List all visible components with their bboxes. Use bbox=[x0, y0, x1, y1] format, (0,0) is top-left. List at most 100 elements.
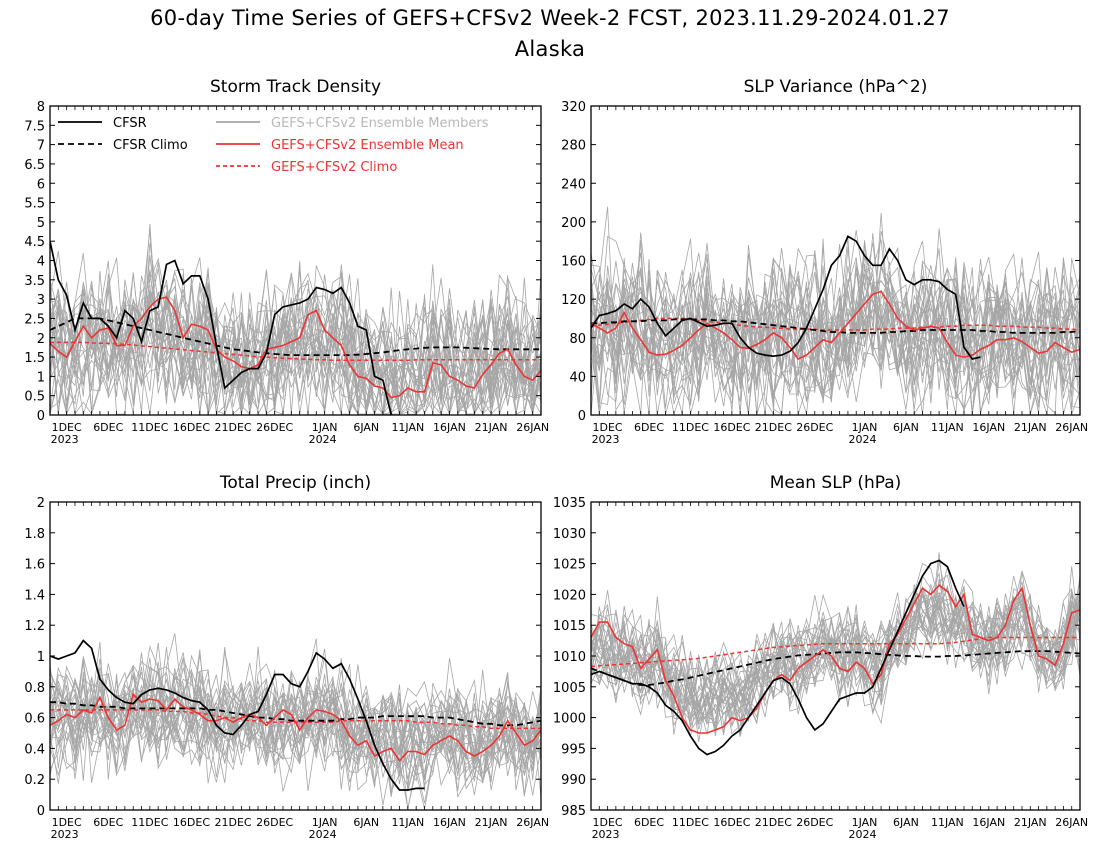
series-line-gefs-cfsv2-ensemble-mean bbox=[50, 693, 541, 762]
x-tick-label: 1DEC bbox=[593, 421, 623, 434]
panel-3: Total Precip (inch) 0 0.2 0.4 0.6 0.8 1 1.2 1.4 1… bbox=[24, 473, 549, 841]
y-tick-label: 0 bbox=[37, 409, 45, 424]
panel-title: Storm Track Density bbox=[210, 77, 381, 97]
y-tick-label: 1020 bbox=[553, 588, 586, 603]
x-tick-label: 11JAN bbox=[391, 421, 424, 434]
x-tick-label: 6JAN bbox=[893, 421, 919, 434]
y-tick-label: 2 bbox=[37, 332, 45, 347]
y-tick-label: 280 bbox=[561, 139, 586, 154]
y-tick-label: 1000 bbox=[553, 712, 586, 727]
y-tick-label: 0.8 bbox=[24, 681, 45, 696]
ensemble-member-line bbox=[591, 247, 1080, 415]
ensemble-member-line bbox=[50, 652, 541, 782]
ensemble-member-line bbox=[50, 662, 541, 793]
x-tick-label: 21DEC bbox=[215, 816, 252, 829]
ensemble-members bbox=[591, 552, 1080, 742]
ensemble-member-line bbox=[50, 242, 541, 415]
x-tick-label: 1DEC bbox=[593, 816, 623, 829]
x-tick-label: 16DEC bbox=[713, 816, 750, 829]
x-tick-label: 16JAN bbox=[972, 816, 1005, 829]
series-line-cfsr-climo bbox=[50, 317, 541, 357]
y-tick-label: 1010 bbox=[553, 650, 586, 665]
series-line-cfsr bbox=[50, 241, 393, 415]
y-tick-label: 1025 bbox=[553, 558, 586, 573]
ensemble-member-line bbox=[50, 280, 541, 415]
y-tick-label: 0 bbox=[37, 804, 45, 819]
y-tick-label: 2 bbox=[37, 496, 45, 511]
x-tick-label: 11DEC bbox=[672, 421, 709, 434]
y-tick-label: 1035 bbox=[553, 496, 586, 511]
series-lines bbox=[50, 241, 541, 415]
ensemble-member-line bbox=[50, 272, 541, 415]
ensemble-member-line bbox=[50, 673, 541, 795]
x-tick-label: 16DEC bbox=[713, 421, 750, 434]
x-tick-label: 11DEC bbox=[672, 816, 709, 829]
x-tick-label: 6DEC bbox=[634, 816, 664, 829]
x-tick-label: 1JAN bbox=[312, 816, 338, 829]
ensemble-member-line bbox=[50, 257, 541, 415]
ensemble-member-line bbox=[50, 642, 541, 790]
series-line-cfsr-climo bbox=[591, 650, 1080, 686]
x-tick-label: 1JAN bbox=[312, 421, 338, 434]
y-tick-label: 4.5 bbox=[24, 235, 45, 250]
y-tick-label: 995 bbox=[561, 742, 586, 757]
y-tick-label: 985 bbox=[561, 804, 586, 819]
panel-4: Mean SLP (hPa) 985 990 995 1000 1005 1010 1015 1… bbox=[553, 473, 1088, 841]
series-line-gefs-cfsv2-climo bbox=[591, 317, 1080, 331]
y-tick-label: 4 bbox=[37, 255, 45, 270]
series-line-gefs-cfsv2-climo bbox=[50, 341, 541, 361]
figure-title: 60-day Time Series of GEFS+CFSv2 Week-2 … bbox=[150, 6, 950, 30]
ensemble-member-line bbox=[50, 658, 541, 778]
series-line-cfsr-climo bbox=[50, 701, 541, 727]
y-tick-label: 320 bbox=[561, 100, 586, 115]
y-tick-label: 240 bbox=[561, 177, 586, 192]
y-tick-label: 1 bbox=[37, 370, 45, 385]
x-tick-label: 11JAN bbox=[391, 816, 424, 829]
ensemble-member-line bbox=[591, 247, 1080, 415]
y-tick-label: 1.2 bbox=[24, 619, 45, 634]
ensemble-member-line bbox=[591, 591, 1080, 727]
y-tick-label: 7 bbox=[37, 139, 45, 154]
y-tick-label: 80 bbox=[569, 332, 586, 347]
x-tick-year-label: 2024 bbox=[849, 828, 877, 841]
x-tick-label: 21DEC bbox=[755, 421, 792, 434]
x-tick-label: 21DEC bbox=[215, 421, 252, 434]
x-tick-year-label: 2023 bbox=[592, 433, 620, 446]
legend-label: CFSR bbox=[113, 116, 147, 131]
y-tick-label: 7.5 bbox=[24, 119, 45, 134]
x-tick-label: 26JAN bbox=[1055, 421, 1088, 434]
ensemble-member-line bbox=[50, 668, 541, 797]
y-tick-label: 0.4 bbox=[24, 742, 45, 757]
x-tick-year-label: 2024 bbox=[309, 433, 337, 446]
figure-subtitle: Alaska bbox=[514, 37, 586, 61]
x-tick-label: 26DEC bbox=[796, 816, 833, 829]
x-tick-label: 21JAN bbox=[475, 421, 508, 434]
x-tick-label: 6JAN bbox=[353, 421, 379, 434]
x-tick-label: 21JAN bbox=[475, 816, 508, 829]
y-tick-label: 1.5 bbox=[24, 351, 45, 366]
legend-label: GEFS+CFSv2 Ensemble Mean bbox=[271, 138, 464, 153]
x-tick-year-label: 2024 bbox=[849, 433, 877, 446]
x-tick-label: 1DEC bbox=[52, 421, 82, 434]
y-tick-label: 6.5 bbox=[24, 158, 45, 173]
ensemble-member-line bbox=[50, 669, 541, 780]
y-tick-label: 0 bbox=[578, 409, 586, 424]
panel-title: Mean SLP (hPa) bbox=[770, 473, 902, 493]
x-tick-label: 1DEC bbox=[52, 816, 82, 829]
y-tick-label: 200 bbox=[561, 216, 586, 231]
x-tick-label: 11DEC bbox=[131, 816, 168, 829]
x-tick-label: 26JAN bbox=[1055, 816, 1088, 829]
ensemble-member-line bbox=[591, 571, 1080, 724]
x-tick-label: 16DEC bbox=[173, 421, 210, 434]
x-tick-label: 1JAN bbox=[852, 421, 878, 434]
x-tick-label: 6DEC bbox=[93, 421, 123, 434]
y-tick-label: 1.8 bbox=[24, 527, 45, 542]
y-tick-label: 1030 bbox=[553, 527, 586, 542]
y-tick-label: 1005 bbox=[553, 681, 586, 696]
x-tick-label: 21JAN bbox=[1014, 421, 1047, 434]
y-tick-label: 0.6 bbox=[24, 712, 45, 727]
series-line-cfsr bbox=[591, 235, 981, 360]
ensemble-member-line bbox=[50, 279, 541, 415]
x-tick-label: 21JAN bbox=[1014, 816, 1047, 829]
y-tick-label: 40 bbox=[569, 370, 586, 385]
